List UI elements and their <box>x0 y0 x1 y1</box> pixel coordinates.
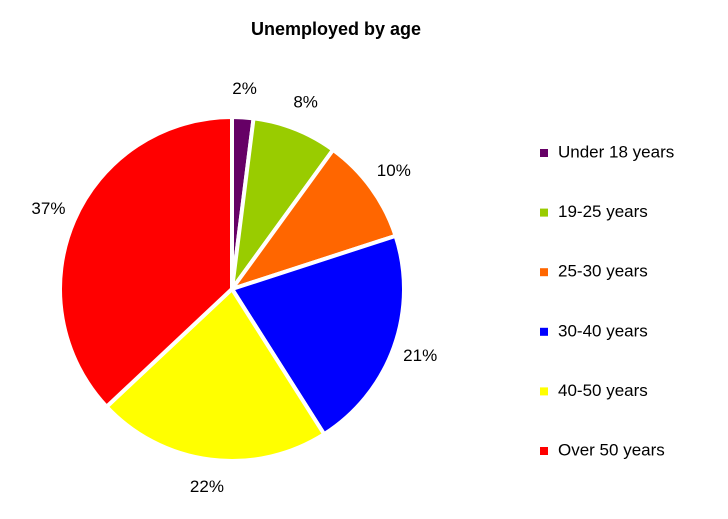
legend-swatch <box>540 447 548 455</box>
data-label: 21% <box>403 346 437 365</box>
chart-title: Unemployed by age <box>251 19 421 39</box>
pie-slice <box>228 233 406 437</box>
pie-slice <box>226 147 399 293</box>
legend-swatch <box>540 327 548 336</box>
legend-label: Over 50 years <box>558 440 665 459</box>
legend-label: 30-40 years <box>558 321 648 340</box>
legend-swatch <box>540 387 548 396</box>
data-label: 22% <box>190 477 224 496</box>
legend-swatch <box>540 268 548 277</box>
data-label: 8% <box>293 93 318 112</box>
pie-slice <box>58 114 234 410</box>
data-label: 37% <box>31 199 65 218</box>
pie-slice <box>103 285 327 463</box>
legend-label: 25-30 years <box>558 262 648 281</box>
data-label: 10% <box>377 161 411 180</box>
legend-swatch <box>540 149 548 157</box>
legend-label: 19-25 years <box>558 202 648 221</box>
legend-label: 40-50 years <box>558 381 648 400</box>
legend-label: Under 18 years <box>558 142 674 161</box>
data-label: 2% <box>232 79 257 98</box>
legend-swatch <box>540 208 548 217</box>
